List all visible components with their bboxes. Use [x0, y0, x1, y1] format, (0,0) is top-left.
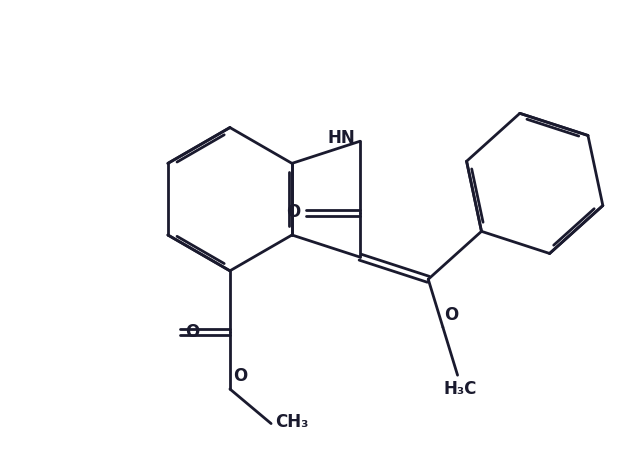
Text: HN: HN — [328, 129, 355, 147]
Text: O: O — [233, 367, 247, 385]
Text: H₃C: H₃C — [444, 380, 477, 398]
Text: O: O — [444, 306, 458, 324]
Text: O: O — [286, 203, 300, 220]
Text: CH₃: CH₃ — [275, 413, 308, 431]
Text: O: O — [185, 323, 199, 341]
